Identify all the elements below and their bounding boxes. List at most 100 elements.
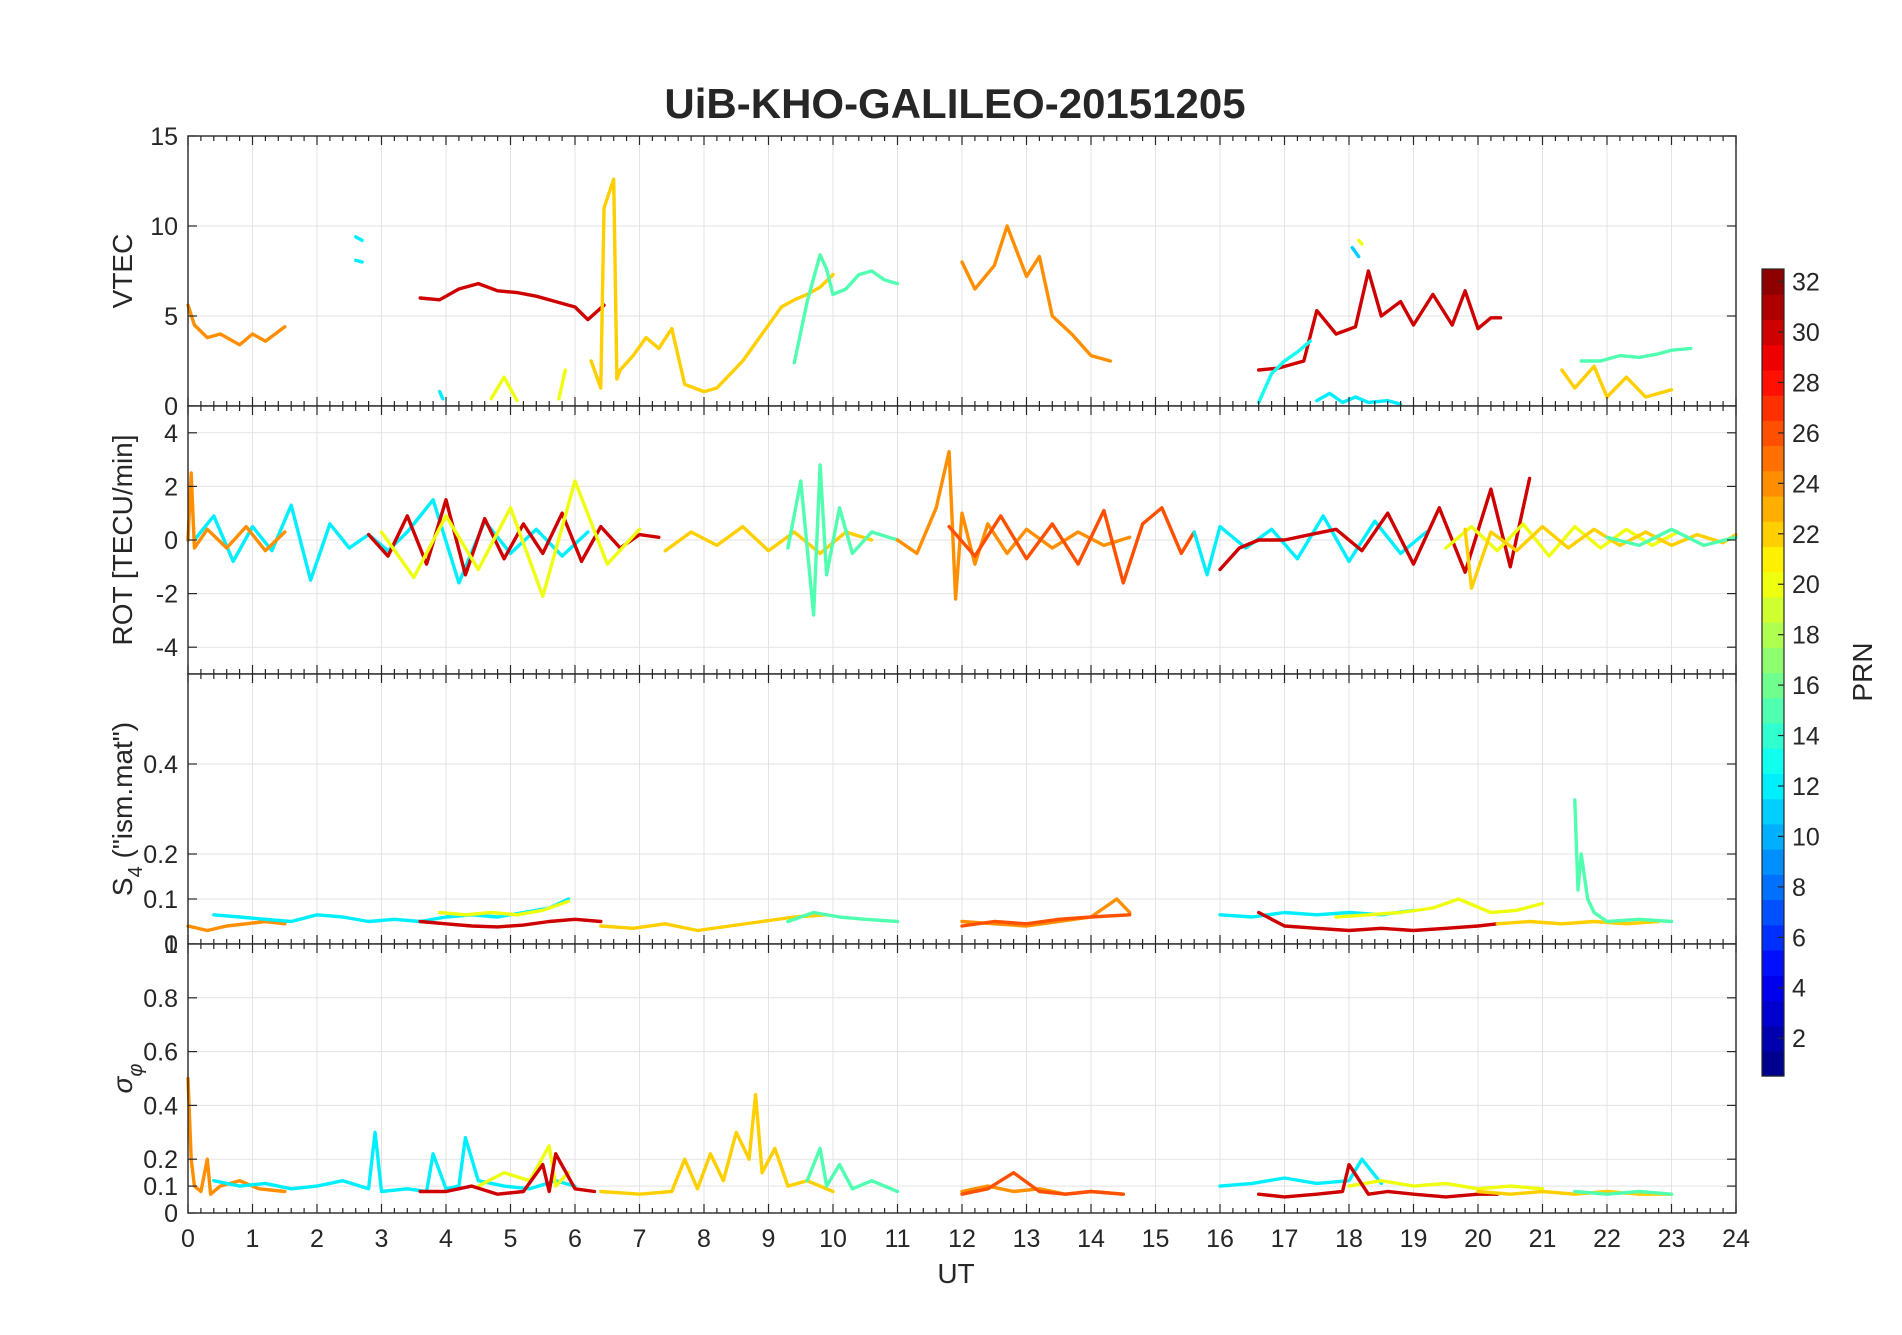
y-axis-label-rest: ("ism.mat") (107, 722, 138, 866)
series-line-prn-20 (1334, 897, 1545, 919)
series-line-prn-20 (379, 479, 642, 598)
colorbar-tick-label: 18 (1792, 622, 1820, 650)
series-line-prn-26 (947, 506, 1196, 585)
colorbar-tick-label: 28 (1792, 369, 1820, 397)
x-tick-label: 4 (439, 1225, 453, 1253)
x-tick-label: 3 (375, 1225, 389, 1253)
x-tick-label: 19 (1400, 1225, 1428, 1253)
colorbar-tick-label: 4 (1792, 975, 1806, 1003)
colorbar-segment (1762, 420, 1784, 447)
y-tick-label: 0.1 (143, 1173, 178, 1201)
series-line-prn-15 (1573, 798, 1674, 924)
y-axis-label: ROT [TECU/min] (107, 434, 138, 645)
colorbar-tick-label: 12 (1792, 773, 1820, 801)
series-group (186, 798, 1674, 933)
series-line-prn-30 (418, 281, 606, 322)
colorbar-segment (1762, 874, 1784, 901)
x-tick-label: 23 (1658, 1225, 1686, 1253)
series-line-prn-30 (366, 498, 661, 577)
series-line-prn-12 (1192, 514, 1429, 577)
y-tick-label: 5 (164, 303, 178, 331)
colorbar-segment (1762, 395, 1784, 421)
x-tick-label: 13 (1013, 1225, 1041, 1253)
colorbar-segment (1762, 622, 1784, 648)
series-line-prn-22 (589, 177, 835, 394)
x-ticks (187, 406, 1737, 674)
panel-vtec: 0 5 10 15 VTEC (107, 123, 1737, 421)
x-axis-label: UT (937, 1258, 974, 1289)
colorbar-segment (1762, 672, 1784, 699)
colorbar-segment (1762, 521, 1784, 548)
series-line-prn-12 (437, 389, 445, 401)
x-tick-label: 12 (948, 1225, 976, 1253)
colorbar-segment (1762, 1025, 1784, 1052)
y-tick-label: 0 (164, 1200, 178, 1228)
y-tick-label: 0 (164, 393, 178, 421)
colorbar-segment (1762, 823, 1784, 850)
colorbar-segment (1762, 445, 1784, 472)
colorbar-tick-label: 32 (1792, 269, 1820, 297)
colorbar-segment (1762, 294, 1784, 321)
series-line-prn-24 (186, 919, 287, 933)
series-line-prn-12 (1218, 1157, 1384, 1188)
colorbar-segment (1762, 722, 1784, 749)
colorbar-segment (1762, 849, 1784, 875)
x-tick-label: 20 (1464, 1225, 1492, 1253)
colorbar-segment (1762, 798, 1784, 825)
series-line-prn-15 (805, 1146, 900, 1194)
colorbar-segment (1762, 748, 1784, 774)
x-tick-label: 21 (1529, 1225, 1557, 1253)
series-line-prn-15 (1579, 346, 1693, 363)
colorbar-tick-label: 22 (1792, 521, 1820, 549)
colorbar-tick-label: 26 (1792, 420, 1820, 448)
series-line-prn-15 (786, 910, 900, 924)
colorbar-segment (1762, 647, 1784, 674)
colorbar-tick-label: 2 (1792, 1025, 1806, 1053)
y-tick-label: 0.2 (143, 841, 178, 869)
colorbar-tick-label: 14 (1792, 723, 1820, 751)
colorbar-segment (1762, 369, 1784, 396)
y-tick-label: 0.1 (143, 886, 178, 914)
colorbar-segment (1762, 546, 1784, 573)
colorbar-label: PRN (1847, 642, 1878, 701)
x-tick-label: 10 (819, 1225, 847, 1253)
x-tick-label: 2 (310, 1225, 324, 1253)
x-tick-label: 17 (1271, 1225, 1299, 1253)
series-line-prn-30 (1256, 269, 1503, 372)
y-tick-label: 15 (150, 123, 178, 151)
series-line-prn-12 (354, 258, 364, 264)
y-axis-label: σφ (107, 1064, 147, 1094)
colorbar-segment (1762, 924, 1784, 951)
y-tick-label: 0.6 (143, 1039, 178, 1067)
series-line-prn-22 (1476, 1189, 1674, 1196)
series-line-prn-22 (1495, 919, 1661, 926)
series-group (186, 177, 1693, 406)
series-line-prn-15 (1573, 1189, 1674, 1196)
y-tick-label: 1 (164, 931, 178, 959)
series-line-prn-30 (1218, 476, 1532, 574)
series-line-prn-11 (1350, 245, 1361, 259)
x-ticks (187, 136, 1737, 406)
colorbar-tick-label: 16 (1792, 672, 1820, 700)
series-line-prn-22 (663, 524, 874, 556)
series-line-prn-20 (1356, 238, 1364, 246)
x-tick-label: 24 (1722, 1225, 1750, 1253)
series-line-prn-20 (557, 368, 567, 401)
series-group (186, 449, 1738, 617)
series-line-prn-26 (960, 1170, 1126, 1196)
x-tick-label: 8 (697, 1225, 711, 1253)
colorbar-tick-label: 24 (1792, 470, 1820, 498)
series-line-prn-30 (418, 917, 603, 929)
colorbar-segment (1762, 773, 1784, 800)
x-tick-label: 6 (568, 1225, 582, 1253)
y-axis-label: VTEC (107, 234, 138, 309)
series-line-prn-22 (1560, 364, 1674, 399)
series-line-prn-30 (418, 1152, 597, 1196)
y-tick-label: 0.4 (143, 751, 178, 779)
series-line-prn-12 (354, 235, 364, 243)
x-ticks (187, 944, 1737, 1213)
colorbar-segment (1762, 470, 1784, 497)
